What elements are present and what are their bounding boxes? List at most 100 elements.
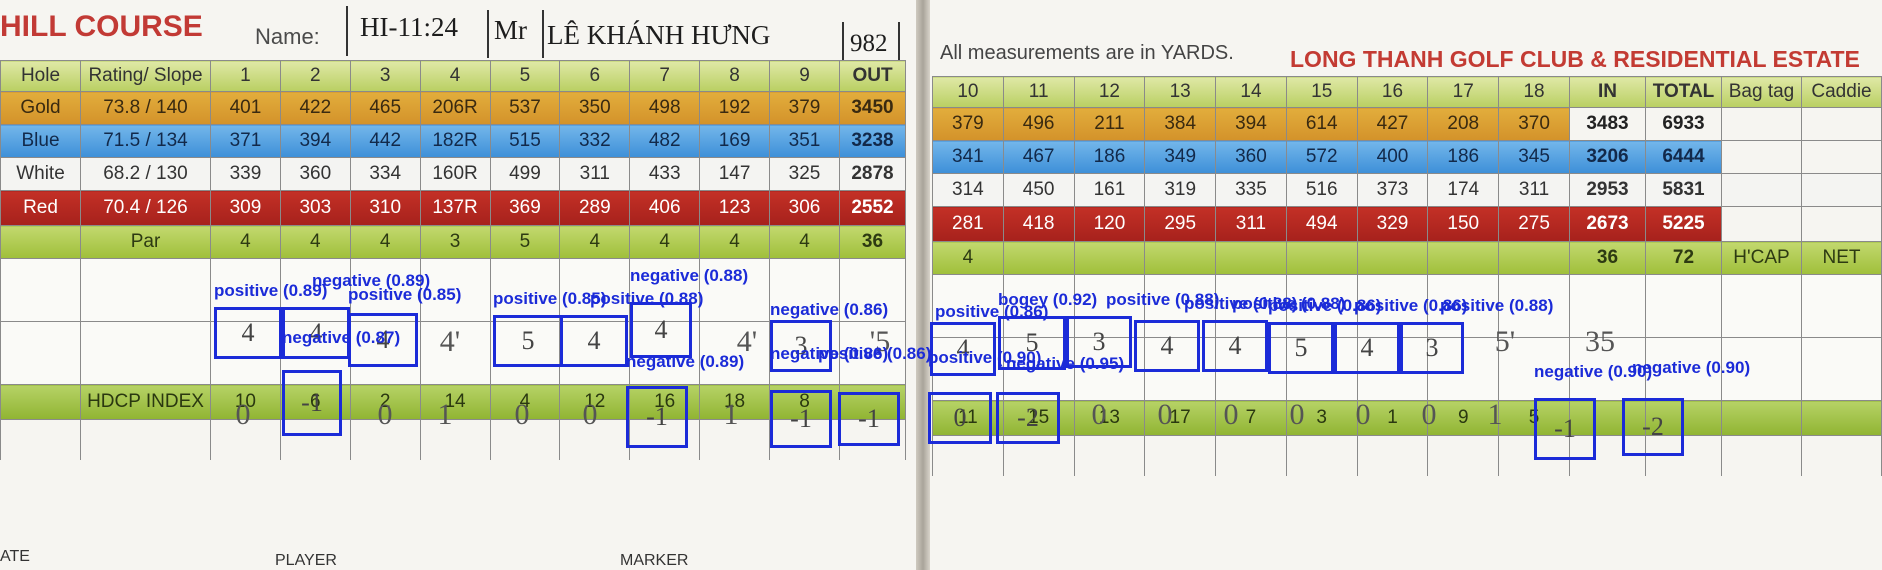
detection-glyph: -1 [646,402,668,431]
cell: 4 [559,225,631,259]
cell: 3 [1285,400,1358,436]
handwritten-mark: 0 [1289,398,1305,431]
detection-label: positive (0.85) [348,285,462,304]
cell: 13 [1073,400,1146,436]
cell: 15 [1285,76,1358,108]
detection-box: 3 [1066,316,1132,368]
cell: 68.2 / 130 [80,157,211,191]
cell: 499 [489,157,561,191]
cell: 211 [1073,107,1146,141]
cell: 349 [1144,140,1217,174]
cell [1498,241,1570,275]
detection-glyph: -1 [790,404,812,433]
handwritten-mark: 1 [437,398,453,431]
cell: 13 [1144,76,1217,108]
cell: 334 [349,157,421,191]
cell: 169 [699,124,770,158]
cell: 422 [279,91,351,125]
cell: 482 [629,124,701,158]
detection-box: 3 [770,320,832,372]
cell: 325 [769,157,840,191]
cell: Hole [0,60,81,92]
cell: 7 [629,60,701,92]
cell: 123 [699,190,770,226]
cell: 2552 [839,190,906,226]
cell: NET [1801,241,1882,275]
cell: 2953 [1569,173,1646,207]
cell: 137R [419,190,491,226]
cell [1215,241,1287,275]
cell [1356,241,1429,275]
detection-glyph: 0 [953,403,967,432]
cell: 4 [279,225,351,259]
cell: 4 [699,225,770,259]
detection-glyph: -1 [1554,414,1576,443]
cell: 3450 [839,91,906,125]
cell: 12 [559,384,631,420]
detection-label: negative (0.90) [1632,358,1751,377]
cell: Gold [0,91,81,125]
handwritten-mark: 0 [1223,398,1239,431]
blue-row: Blue 71.5 / 134 371 394 442 182R 515 332 482 169 3… [0,124,906,158]
name-box-divider [842,22,844,66]
cell: 16 [1356,76,1429,108]
detection-glyph: 4 [654,315,668,344]
detection-label: positive (0.88) [1440,296,1554,315]
cell: 161 [1073,173,1146,207]
cell: 150 [1427,206,1500,242]
cell: 120 [1073,206,1146,242]
cell: 401 [210,91,281,125]
detection-box: -1 [770,390,832,448]
handwritten-mark: 0 [235,398,251,431]
cell: 467 [1002,140,1075,174]
cell: Par [80,225,211,259]
cell [1721,173,1802,207]
cell: 14 [419,384,491,420]
scorecard-table-right: 10 11 12 13 14 15 16 17 18 IN TOTAL Bag tag Caddie 3… [932,76,1882,476]
cell: 371 [210,124,281,158]
handwritten-mark: 5' [1494,325,1516,358]
par-row: Par 4 4 4 3 5 4 4 4 4 36 [0,225,906,259]
cell: 498 [629,91,701,125]
detection-box: 4 [560,315,628,367]
cell: 36 [1569,241,1646,275]
cell: 311 [559,157,631,191]
cell: 186 [1427,140,1500,174]
cell: 208 [1427,107,1500,141]
handwritten-mark: 0 [377,398,393,431]
cell: 5 [489,60,561,92]
detection-glyph: 5 [521,326,535,355]
handwritten-name: LÊ KHÁNH HƯNG [547,20,771,50]
detection-glyph: 4 [309,318,323,347]
cell [1721,400,1802,436]
cell: 4 [932,241,1004,275]
footer-date-label: ATE [0,548,30,565]
detection-glyph: 3 [1092,327,1106,356]
cell: 350 [559,91,631,125]
cell: 160R [419,157,491,191]
detection-label: positive (0.86) [1354,296,1468,315]
score-row-1 [932,274,1882,338]
cell: 427 [1356,107,1429,141]
cell: 2 [279,60,351,92]
cell [1721,140,1802,174]
cell: Bag tag [1721,76,1802,108]
blue-row: 341 467 186 349 360 572 400 186 345 3206 6444 [932,140,1882,174]
cell: 18 [699,384,770,420]
handwritten-mark: 1 [723,398,739,431]
detection-glyph: 5 [1025,328,1039,357]
cell [1721,107,1802,141]
cell [839,384,906,420]
footer-player-label: PLAYER [275,552,337,569]
detection-glyph: 4 [241,318,255,347]
cell: 394 [279,124,351,158]
cell: 289 [559,190,631,226]
detection-box: -1 [838,392,900,446]
score-row-2 [0,321,906,385]
cell: 9 [1427,400,1500,436]
cell: 71.5 / 134 [80,124,211,158]
cell: 4 [349,225,421,259]
detection-glyph: 4 [1160,331,1174,360]
cell: 14 [1215,76,1287,108]
cell: 5831 [1645,173,1722,207]
